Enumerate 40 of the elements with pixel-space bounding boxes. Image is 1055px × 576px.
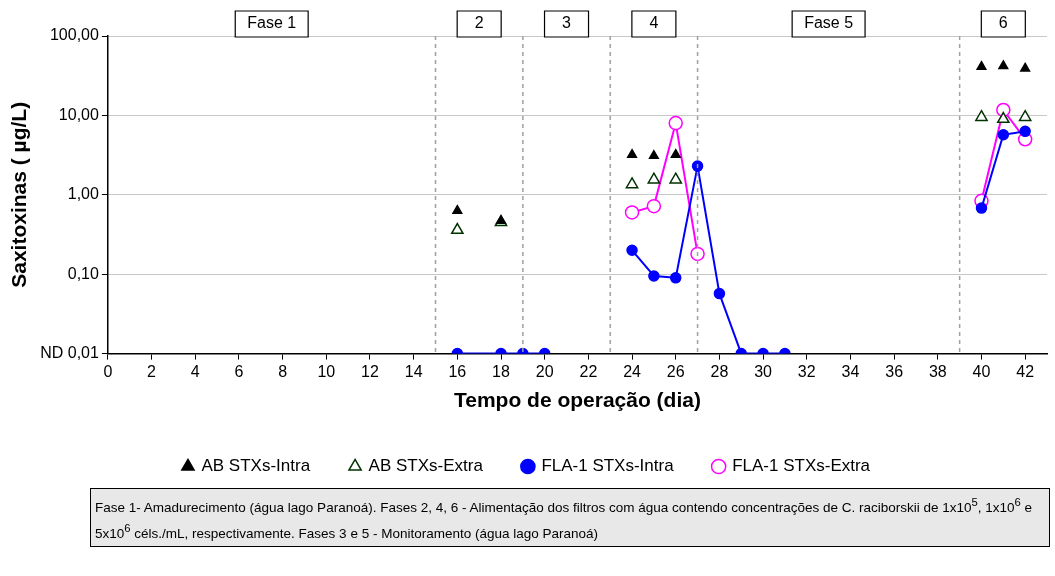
- y-tick-label: ND 0,01: [40, 344, 99, 362]
- x-tick-label: 40: [972, 362, 991, 380]
- text: 6: [998, 14, 1008, 32]
- x-tick-label: 8: [278, 362, 288, 380]
- x-tick-label: 12: [361, 362, 379, 380]
- y-tick-label: 0,10: [67, 264, 99, 282]
- x-tick-label: 34: [841, 362, 860, 380]
- y-tick-label: 1,00: [67, 185, 99, 203]
- x-tick-label: 30: [754, 362, 773, 380]
- legend-label: AB STXs-Extra: [368, 456, 484, 476]
- x-tick-label: 38: [928, 362, 947, 380]
- x-tick-label: 0: [103, 362, 113, 380]
- x-tick-label: 26: [666, 362, 685, 380]
- x-tick-label: 10: [317, 362, 336, 380]
- x-tick-label: 18: [492, 362, 511, 380]
- text: 2: [474, 14, 484, 32]
- x-tick-label: 14: [404, 362, 423, 380]
- legend-label: FLA-1 STXs-Extra: [732, 456, 871, 476]
- x-tick-label: 32: [797, 362, 816, 380]
- text: Fase 1: [247, 14, 297, 32]
- legend-label: FLA-1 STXs-Intra: [541, 456, 675, 476]
- y-tick-label: 100,00: [49, 26, 99, 44]
- x-tick-label: 42: [1016, 362, 1035, 380]
- x-tick-label: 22: [579, 362, 598, 380]
- text: 4: [649, 14, 659, 32]
- text: 3: [562, 14, 572, 32]
- x-tick-label: 4: [190, 362, 200, 380]
- text: Fase 5: [804, 14, 854, 32]
- x-tick-label: 2: [147, 362, 157, 380]
- x-tick-label: 20: [535, 362, 554, 380]
- y-tick-label: 10,00: [58, 105, 99, 123]
- legend-label: AB STXs-Intra: [201, 456, 311, 476]
- x-axis-title: Tempo de operação (dia): [453, 388, 701, 412]
- y-axis-title: Saxitoxinas ( µg/L): [7, 101, 31, 288]
- text: Fase 1- Amadurecimento (água lago Paranoá). Fases 2, 4, 6 - Alimentação dos filtros com água contendo concentrações de C. raciborskii de 1x10$^{5}$, 1x10$^{6}$ e 5x10$^{6}$ céls./mL, respectivamente. Fases 3 e 5 - Monitoramento (água lago Paranoá): [95, 496, 1033, 540]
- x-tick-label: 28: [710, 362, 729, 380]
- x-tick-label: 6: [234, 362, 244, 380]
- x-tick-label: 24: [623, 362, 642, 380]
- x-tick-label: 36: [885, 362, 904, 380]
- x-tick-label: 16: [448, 362, 467, 380]
